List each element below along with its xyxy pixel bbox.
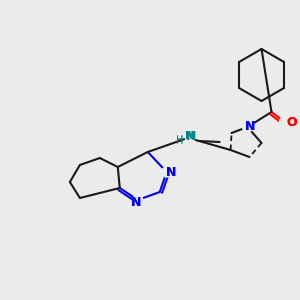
- Text: N: N: [185, 130, 196, 143]
- Text: O: O: [286, 116, 297, 130]
- Text: H: H: [176, 136, 183, 146]
- Circle shape: [185, 131, 195, 141]
- Circle shape: [162, 167, 172, 177]
- Text: N: N: [166, 166, 176, 178]
- Circle shape: [243, 122, 253, 132]
- Text: N: N: [130, 196, 141, 209]
- Text: N: N: [166, 166, 176, 178]
- Circle shape: [133, 195, 143, 205]
- Circle shape: [280, 117, 290, 127]
- Text: N: N: [185, 131, 194, 141]
- Text: N: N: [245, 119, 256, 133]
- Text: N: N: [245, 119, 256, 133]
- Text: H: H: [176, 135, 183, 145]
- Text: N: N: [130, 196, 141, 209]
- Text: O: O: [286, 116, 297, 130]
